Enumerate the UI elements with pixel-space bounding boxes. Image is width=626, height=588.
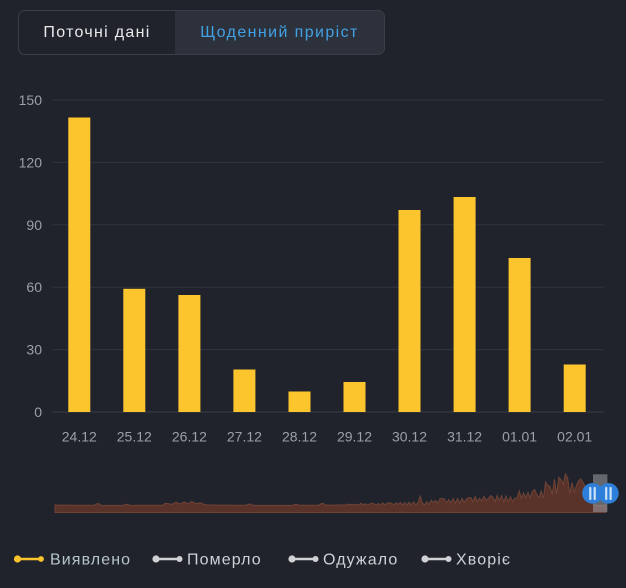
svg-text:60: 60 xyxy=(26,279,42,295)
svg-text:Померло: Померло xyxy=(187,552,262,569)
svg-text:90: 90 xyxy=(26,217,42,233)
svg-text:29.12: 29.12 xyxy=(337,429,372,445)
svg-text:Одужало: Одужало xyxy=(323,552,398,569)
svg-text:Хворіє: Хворіє xyxy=(456,552,511,569)
svg-text:150: 150 xyxy=(19,92,43,108)
svg-text:30.12: 30.12 xyxy=(392,429,427,445)
svg-text:0: 0 xyxy=(34,404,42,420)
svg-text:26.12: 26.12 xyxy=(172,429,207,445)
svg-text:31.12: 31.12 xyxy=(447,429,482,445)
svg-text:01.01: 01.01 xyxy=(502,429,537,445)
svg-text:28.12: 28.12 xyxy=(282,429,317,445)
svg-text:120: 120 xyxy=(19,154,43,170)
svg-text:25.12: 25.12 xyxy=(117,429,152,445)
svg-text:02.01: 02.01 xyxy=(557,429,592,445)
svg-text:24.12: 24.12 xyxy=(62,429,97,445)
svg-text:30: 30 xyxy=(26,342,42,358)
svg-text:27.12: 27.12 xyxy=(227,429,262,445)
svg-text:Виявлено: Виявлено xyxy=(50,552,131,569)
